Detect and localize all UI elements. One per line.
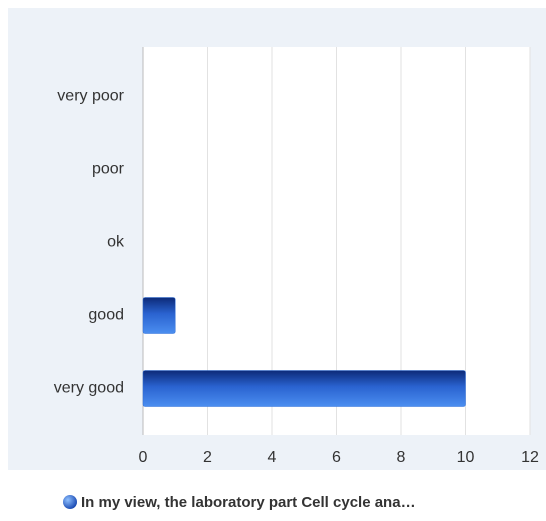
y-tick-label: very poor — [57, 88, 124, 105]
y-tick-label: ok — [107, 234, 125, 251]
y-tick-label: very good — [54, 380, 124, 397]
x-tick-label: 10 — [457, 449, 475, 466]
y-tick-label: good — [88, 307, 124, 324]
y-tick-label: poor — [92, 161, 125, 178]
x-tick-label: 12 — [521, 449, 539, 466]
legend-marker — [63, 495, 77, 509]
x-tick-label: 6 — [332, 449, 341, 466]
x-tick-label: 2 — [203, 449, 212, 466]
x-tick-label: 0 — [139, 449, 148, 466]
bar — [142, 370, 466, 407]
x-tick-label: 4 — [268, 449, 277, 466]
x-tick-label: 8 — [397, 449, 406, 466]
legend-label: In my view, the laboratory part Cell cyc… — [81, 494, 416, 511]
bar — [142, 297, 176, 334]
